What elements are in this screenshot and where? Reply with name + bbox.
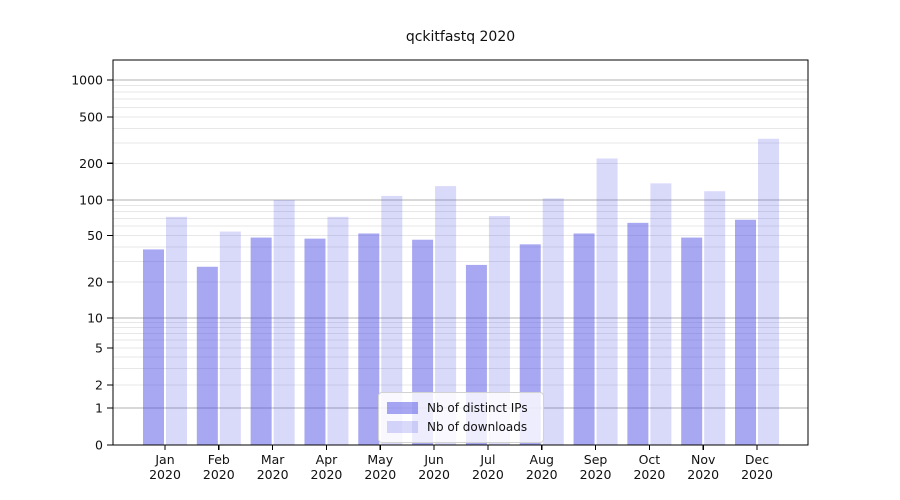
bar-nb-of-downloads-apr (327, 216, 349, 445)
y-tick-label-10: 10 (87, 311, 103, 326)
y-tick-label-5: 5 (95, 341, 103, 356)
bar-nb-of-downloads-jan (166, 216, 187, 445)
y-tick-label-20: 20 (87, 275, 103, 290)
x-tick-label-nov: Nov 2020 (687, 452, 719, 482)
legend-label-downloads: Nb of downloads (427, 419, 528, 434)
bar-nb-of-downloads-dec (758, 138, 780, 445)
bar-nb-of-downloads-may (381, 195, 403, 445)
bar-nb-of-downloads-oct (650, 183, 672, 446)
y-tick-label-200: 200 (79, 156, 103, 171)
bar-nb-of-distinct-ips-may (358, 233, 380, 445)
plot-border (112, 59, 809, 446)
legend-item-downloads: Nb of downloads (387, 417, 535, 436)
x-tick-label-jul: Jul 2020 (472, 452, 504, 482)
bar-nb-of-distinct-ips-dec (735, 219, 757, 445)
y-tick-label-50: 50 (87, 228, 103, 243)
legend-swatch-downloads (387, 420, 418, 433)
bar-nb-of-distinct-ips-mar (250, 237, 272, 445)
x-tick-label-dec: Dec 2020 (741, 452, 773, 482)
x-tick-label-sep: Sep 2020 (580, 452, 612, 482)
legend-swatch-distinct-ips (387, 401, 418, 414)
bar-nb-of-distinct-ips-oct (627, 222, 649, 445)
x-tick-label-oct: Oct 2020 (633, 452, 665, 482)
bar-nb-of-downloads-nov (704, 191, 726, 445)
x-tick-label-may: May 2020 (364, 452, 396, 482)
y-tick-label-1: 1 (95, 401, 103, 416)
y-tick-label-1000: 1000 (71, 73, 103, 88)
bar-nb-of-downloads-aug (542, 198, 564, 445)
bar-nb-of-downloads-jul (488, 216, 510, 445)
bar-nb-of-distinct-ips-sep (573, 233, 595, 445)
x-tick-label-jan: Jan 2020 (149, 452, 181, 482)
legend-item-distinct-ips: Nb of distinct IPs (387, 398, 535, 417)
x-tick-label-mar: Mar 2020 (257, 452, 289, 482)
bar-nb-of-distinct-ips-nov (681, 237, 703, 445)
y-tick-label-500: 500 (79, 110, 103, 125)
chart-title: qckitfastq 2020 (405, 29, 516, 45)
bar-nb-of-distinct-ips-apr (304, 238, 326, 445)
y-tick-label-0: 0 (95, 438, 103, 453)
bar-nb-of-downloads-mar (273, 200, 295, 445)
x-tick-label-apr: Apr 2020 (311, 452, 343, 482)
bar-nb-of-downloads-jun (435, 186, 457, 445)
legend-label-distinct-ips: Nb of distinct IPs (427, 400, 528, 415)
x-tick-label-aug: Aug 2020 (526, 452, 558, 482)
x-tick-label-jun: Jun 2020 (418, 452, 450, 482)
x-tick-label-feb: Feb 2020 (203, 452, 235, 482)
y-tick-label-100: 100 (79, 193, 103, 208)
legend: Nb of distinct IPs Nb of downloads (378, 392, 544, 443)
bar-nb-of-downloads-sep (596, 158, 618, 445)
y-tick-label-2: 2 (95, 378, 103, 393)
bar-nb-of-distinct-ips-feb (196, 266, 218, 445)
bar-nb-of-distinct-ips-jan (143, 249, 164, 445)
bar-nb-of-downloads-feb (219, 231, 241, 445)
